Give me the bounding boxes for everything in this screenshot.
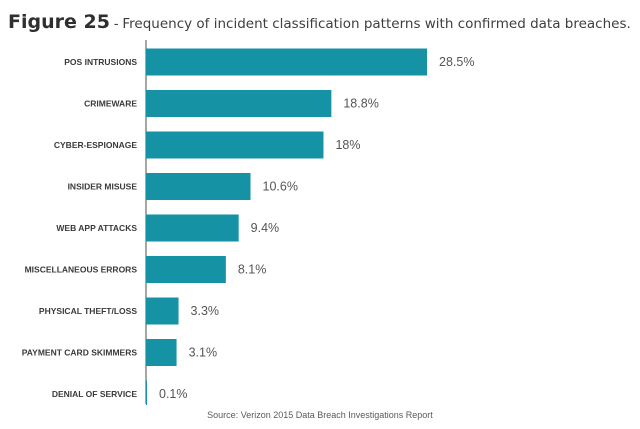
bar-pos-intrusions bbox=[146, 48, 427, 76]
bar-cyber-espionage bbox=[146, 131, 324, 159]
figure-title-line: Figure 25 - Frequency of incident classi… bbox=[8, 10, 638, 36]
bar-denial-of-service bbox=[146, 380, 147, 405]
bar-crimeware bbox=[146, 90, 332, 117]
category-labels-group: POS INTRUSIONS CRIMEWARE CYBER-ESPIONAGE IN… bbox=[22, 57, 138, 399]
category-label: CYBER-ESPIONAGE bbox=[54, 140, 137, 150]
category-label: WEB APP ATTACKS bbox=[56, 223, 137, 233]
bar-physical-theft-loss bbox=[146, 297, 179, 325]
category-label: PAYMENT CARD SKIMMERS bbox=[22, 348, 138, 358]
value-labels-group: 28.5% 18.8% 18% 10.6% 9.4% 8.1% 3.3% 3.1% 0.1% bbox=[159, 55, 474, 401]
category-label: CRIMEWARE bbox=[84, 99, 137, 109]
value-label: 0.1% bbox=[159, 387, 188, 401]
category-label: PHYSICAL THEFT/LOSS bbox=[39, 306, 137, 316]
value-label: 28.5% bbox=[439, 55, 474, 69]
bar-web-app-attacks bbox=[146, 214, 239, 242]
category-label: DENIAL OF SERVICE bbox=[52, 389, 138, 399]
category-label: POS INTRUSIONS bbox=[64, 57, 137, 67]
category-label: INSIDER MISUSE bbox=[68, 182, 138, 192]
bar-payment-card-skimmers bbox=[146, 339, 177, 366]
value-label: 3.3% bbox=[191, 304, 220, 318]
value-label: 18% bbox=[335, 138, 360, 152]
value-label: 9.4% bbox=[251, 221, 280, 235]
chart-title: Frequency of incident classification pat… bbox=[122, 16, 631, 32]
category-label: MISCELLANEOUS ERRORS bbox=[25, 265, 138, 275]
bars-group bbox=[146, 48, 427, 405]
value-label: 8.1% bbox=[238, 263, 267, 277]
value-label: 10.6% bbox=[263, 180, 298, 194]
bar-insider-misuse bbox=[146, 173, 251, 200]
title-separator: - bbox=[109, 15, 123, 31]
bar-chart: POS INTRUSIONS CRIMEWARE CYBER-ESPIONAGE IN… bbox=[22, 40, 474, 405]
value-label: 3.1% bbox=[189, 346, 218, 360]
value-label: 18.8% bbox=[343, 97, 378, 111]
bar-miscellaneous-errors bbox=[146, 256, 226, 283]
source-note: Source: Verizon 2015 Data Breach Investi… bbox=[207, 410, 433, 420]
figure-number: Figure 25 bbox=[8, 11, 110, 33]
